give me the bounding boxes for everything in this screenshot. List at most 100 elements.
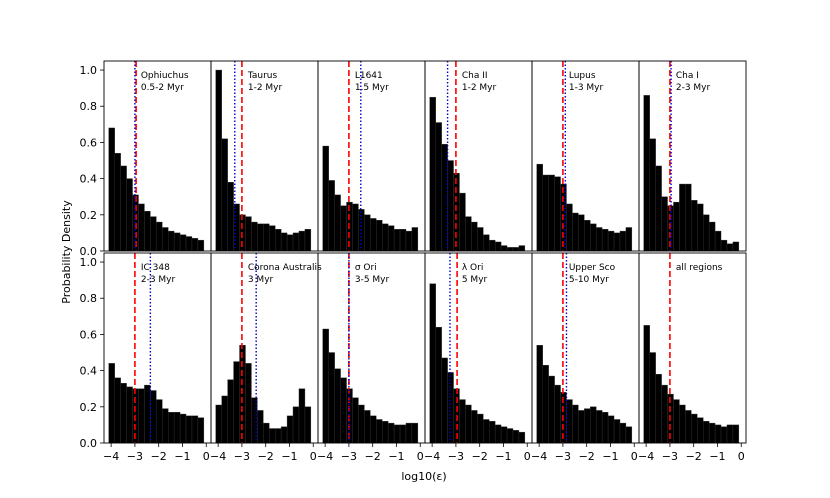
y-tick-label: 0.0 (80, 245, 98, 258)
panel-age-label: 5-10 Myr (569, 275, 609, 285)
panel-taurus: Taurus 1-2 Myr (210, 60, 319, 252)
histogram-bar (625, 426, 633, 444)
y-axis-title: Probability Density (60, 200, 73, 304)
histogram-bar (703, 214, 710, 252)
histogram-bar (435, 122, 442, 252)
panel-all-regions: all regions −4 −3 −2 −1 0 (638, 252, 747, 463)
panel-region-label: IC 348 (141, 263, 170, 273)
histogram-bar (370, 218, 377, 252)
x-tick-label: −4 (531, 450, 547, 463)
histogram-bar (506, 428, 514, 444)
histogram-bar (399, 229, 407, 252)
histogram-bar (578, 410, 585, 444)
histogram-bar (590, 223, 597, 252)
histogram-bar (601, 412, 609, 444)
panel-l1641: L1641 1.5 Myr (317, 60, 426, 252)
panel-region-label: L1641 (355, 71, 383, 81)
x-tick-label: −4 (317, 450, 333, 463)
histogram-bar (625, 227, 633, 252)
histogram-bar (453, 172, 460, 252)
histogram-bar (405, 230, 413, 252)
histogram-bar (304, 229, 312, 252)
x-tick-label: −2 (258, 450, 274, 463)
y-tick-label: 1.0 (80, 64, 98, 77)
x-tick-label: −1 (602, 450, 618, 463)
histogram-bar (292, 406, 300, 444)
histogram-bar (292, 232, 300, 252)
histogram-bar (441, 357, 448, 444)
x-tick-label: 0 (631, 450, 638, 463)
histogram-bar (286, 234, 294, 252)
panel-age-label: 0.5-2 Myr (141, 83, 184, 93)
histogram-bar (441, 144, 448, 252)
histogram-bar (542, 364, 549, 444)
histogram-bar (393, 229, 401, 252)
histogram-bar (245, 216, 252, 252)
histogram-bar (477, 227, 484, 252)
x-tick-label: −2 (686, 450, 702, 463)
histogram-bar (429, 283, 436, 444)
panel-ori: λ Ori 5 Myr −4 −3 −2 −1 0 (424, 252, 533, 463)
histogram-bar (185, 236, 193, 252)
histogram-bar (708, 221, 716, 252)
histogram-bar (489, 421, 496, 444)
histogram-bar (483, 419, 490, 444)
x-tick-label: −1 (281, 450, 297, 463)
y-tick-label: 1.0 (80, 256, 98, 269)
histogram-bar (191, 238, 199, 252)
x-tick-label: −1 (709, 450, 725, 463)
histogram-bar (685, 183, 692, 252)
x-tick-label: 0 (310, 450, 317, 463)
histogram-bar (590, 406, 597, 444)
histogram-bar (607, 415, 615, 444)
histogram-bar (708, 422, 716, 444)
x-tick-label: 0 (203, 450, 210, 463)
panel-age-label: 2-3 Myr (141, 275, 176, 285)
x-tick-label: −3 (448, 450, 464, 463)
histogram-bar (465, 216, 472, 252)
histogram-bar (322, 328, 329, 444)
histogram-bar (179, 234, 187, 252)
histogram-bar (126, 178, 133, 252)
panel-upper-sco: Upper Sco 5-10 Myr −4 −3 −2 −1 0 (531, 252, 640, 463)
panel-ic-348: IC 348 2-3 Myr 0.0 0.2 0.4 0.6 0.8 1.0 −4 −3 −2 −1 0 (80, 252, 212, 463)
panel-frame (638, 252, 747, 444)
histogram-bar (661, 384, 668, 444)
histogram-bar (459, 192, 466, 252)
histogram-bar (227, 182, 234, 252)
histogram-bar (483, 234, 490, 252)
histogram-bar (489, 239, 496, 252)
histogram-bar (269, 428, 276, 444)
histogram-bar (536, 163, 543, 252)
histogram-bar (340, 205, 347, 252)
histogram-bar (691, 413, 698, 444)
histogram-bar (613, 232, 621, 252)
histogram-bar (298, 230, 306, 252)
histogram-bar (548, 375, 555, 444)
panel-age-label: 5 Myr (462, 275, 488, 285)
panel-region-label: Cha II (462, 71, 488, 81)
histogram-bar (298, 388, 306, 444)
histogram-bar (162, 408, 169, 444)
histogram-bar (120, 383, 127, 444)
histogram-bar (720, 239, 728, 252)
panel-region-label: Lupus (569, 71, 596, 81)
histogram-bar (542, 174, 549, 252)
histogram-bar (661, 196, 668, 252)
x-tick-label: −1 (174, 450, 190, 463)
histogram-bar (726, 424, 734, 444)
panels-group: Ophiuchus 0.5-2 Myr 0.0 0.2 0.4 0.6 0.8 1.0 Taur… (80, 60, 747, 463)
x-tick-label: −1 (495, 450, 511, 463)
panel-region-label: λ Ori (462, 263, 483, 273)
x-tick-label: 0 (524, 450, 531, 463)
histogram-bar (286, 415, 294, 444)
histogram-bar (185, 415, 193, 444)
histogram-bar (655, 165, 662, 252)
x-tick-label: −4 (638, 450, 654, 463)
panel-age-label: 1.5 Myr (355, 83, 389, 93)
histogram-bar (328, 180, 335, 252)
histogram-bar (471, 410, 478, 444)
histogram-bar (500, 245, 508, 252)
histogram-bar (512, 247, 520, 252)
histogram-bar (328, 352, 335, 444)
